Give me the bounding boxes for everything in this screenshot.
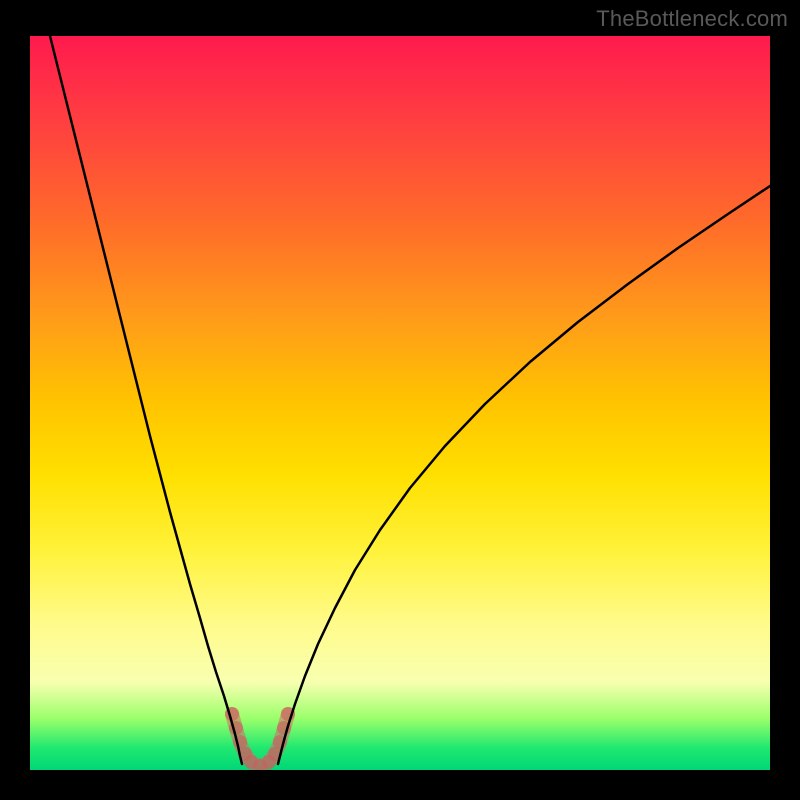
- curve-layer: [30, 36, 770, 770]
- watermark-text: TheBottleneck.com: [596, 6, 788, 32]
- curve-left: [50, 36, 242, 764]
- chart-frame: TheBottleneck.com: [0, 0, 800, 800]
- curve-right: [278, 186, 770, 764]
- gradient-plot-area: [30, 36, 770, 770]
